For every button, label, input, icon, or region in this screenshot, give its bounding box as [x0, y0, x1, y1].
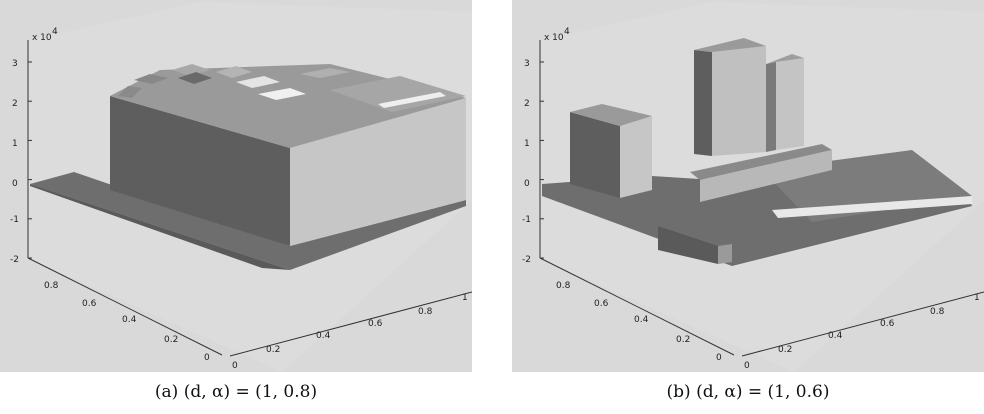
chart-b-right-tick-label: 0.4 [828, 331, 843, 341]
chart-a-right-tick-label: 0.8 [418, 307, 433, 317]
chart-b-dip-side [718, 244, 732, 264]
chart-b-z-tick-label: 3 [524, 59, 530, 69]
chart-b-scale-exp: 4 [564, 27, 570, 37]
chart-b-z-tick-label: -1 [522, 215, 531, 225]
caption-b: (b) (d, α) = (1, 0.6) [666, 382, 830, 402]
chart-a-scale-label: x 10 [32, 33, 52, 43]
chart-a-step-9 [330, 76, 466, 112]
chart-a-z-tick-label: 3 [12, 59, 18, 69]
chart-a-step-6 [236, 76, 280, 88]
chart-a-block-side-face [290, 98, 466, 246]
chart-b-second-block-front [766, 62, 776, 152]
chart-a-step-8 [300, 68, 350, 78]
chart-a-z-tick-label: 0 [12, 179, 18, 189]
chart-b-ridge-side [700, 150, 832, 202]
chart-b-left-tick-label: 0.6 [594, 299, 609, 309]
chart-panel-a: x 10 4 3 2 1 0 -1 -2 0.8 0.6 0.4 0.2 0 0… [0, 0, 472, 372]
chart-a-z-tick-label: -1 [10, 215, 19, 225]
caption-a: (a) (d, α) = (1, 0.8) [154, 382, 318, 402]
chart-b-tall-block-front [694, 50, 712, 156]
chart-b-right-tick-label: 1 [974, 293, 980, 303]
chart-a-right-tick-label: 0.6 [368, 319, 383, 329]
chart-b-z-tick-label: 1 [524, 139, 530, 149]
chart-b-tall-block-side [712, 46, 766, 156]
chart-a-svg: x 10 4 3 2 1 0 -1 -2 0.8 0.6 0.4 0.2 0 0… [0, 0, 472, 372]
chart-b-small-block-side [620, 116, 652, 198]
chart-b-z-tick-label: 0 [524, 179, 530, 189]
chart-b-left-axis [539, 257, 735, 356]
chart-b-second-block-top [766, 54, 804, 64]
chart-a-right-tick-label: 1 [462, 293, 468, 303]
chart-a-step-10 [378, 92, 446, 108]
chart-b-right-axis [741, 291, 984, 357]
chart-a-step-7 [258, 88, 306, 100]
chart-b-right-tick-label: 0.2 [778, 345, 792, 355]
chart-a-step-3 [172, 64, 210, 76]
chart-a-left-tick-label: 0.6 [82, 299, 97, 309]
chart-a-left-tick-label: 0.4 [122, 315, 137, 325]
chart-b-right-tick-label: 0 [744, 361, 750, 371]
chart-b-svg: x 10 4 3 2 1 0 -1 -2 0.8 0.6 0.4 0.2 0 0… [512, 0, 984, 372]
chart-a-floor-shadow [30, 184, 290, 270]
chart-b-tall-block-top [694, 38, 766, 52]
chart-b-left-tick-label: 0 [716, 353, 722, 363]
chart-b-z-tick-marks [540, 61, 544, 259]
chart-a-left-tick-label: 0 [204, 353, 210, 363]
chart-panel-b: x 10 4 3 2 1 0 -1 -2 0.8 0.6 0.4 0.2 0 0… [512, 0, 984, 372]
chart-a-left-tick-label: 0.2 [164, 335, 178, 345]
chart-a-z-tick-label: 2 [12, 99, 18, 109]
chart-a-right-tick-label: 0.4 [316, 331, 331, 341]
chart-b-right-tick-label: 0.8 [930, 307, 945, 317]
chart-a-step-2 [134, 74, 168, 84]
chart-a-block-front-face [110, 96, 290, 246]
chart-b-left-tick-label: 0.8 [556, 281, 571, 291]
chart-b-left-tick-label: 0.2 [676, 335, 690, 345]
chart-b-z-tick-label: -2 [522, 255, 531, 265]
chart-a-z-tick-label: 1 [12, 139, 18, 149]
chart-a-z-tick-label: -2 [10, 255, 19, 265]
chart-b-ledge-highlight [772, 196, 972, 218]
chart-a-left-tick-label: 0.8 [44, 281, 59, 291]
chart-b-small-block-front [570, 112, 620, 198]
chart-b-right-tick-label: 0.6 [880, 319, 895, 329]
chart-a-scale-exp: 4 [52, 27, 58, 37]
chart-b-small-block-top [570, 104, 652, 126]
chart-a-right-tick-label: 0 [232, 361, 238, 371]
chart-b-second-block-side [776, 58, 804, 150]
chart-b-scale-label: x 10 [544, 33, 564, 43]
chart-b-ridge-top [690, 144, 832, 180]
chart-a-step-5 [216, 66, 252, 78]
chart-a-step-4 [178, 72, 212, 84]
chart-a-right-tick-label: 0.2 [266, 345, 280, 355]
chart-b-dip-front [658, 226, 718, 264]
chart-b-z-tick-label: 2 [524, 99, 530, 109]
chart-b-left-tick-label: 0.4 [634, 315, 649, 325]
chart-a-right-axis [229, 291, 472, 357]
chart-a-left-axis [27, 257, 223, 356]
chart-a-z-tick-marks [28, 61, 32, 259]
chart-a-step-1 [118, 86, 142, 98]
